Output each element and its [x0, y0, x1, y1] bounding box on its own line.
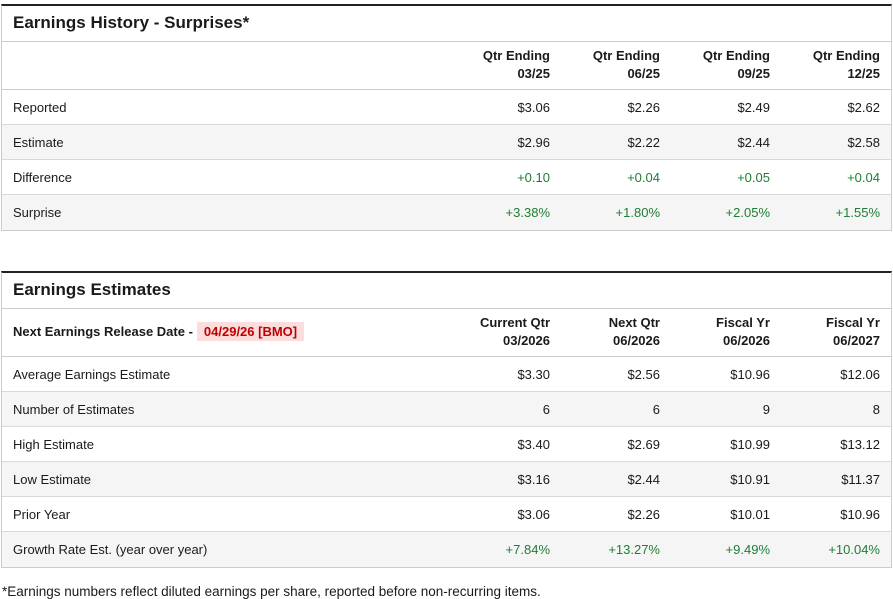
cell-value: +1.55%	[835, 205, 880, 221]
column-header-line2: 03/2026	[503, 333, 550, 349]
cell-value: $3.16	[451, 461, 561, 498]
cell-value: $13.12	[781, 426, 891, 463]
cell-value: $3.06	[451, 89, 561, 126]
surprises-header-spacer	[2, 42, 451, 91]
cell-value: $10.99	[671, 426, 781, 463]
cell-value: $10.91	[671, 461, 781, 498]
row-label: Average Earnings Estimate	[2, 356, 451, 393]
cell-value: $2.44	[561, 461, 671, 498]
cell-value: $12.06	[781, 356, 891, 393]
table-row: Average Earnings Estimate $3.30 $2.56 $10.9…	[2, 356, 891, 393]
column-header-line1: Current Qtr	[479, 314, 550, 330]
cell-value: +0.04	[561, 159, 671, 196]
cell-value: +7.84%	[505, 542, 550, 557]
footnote: *Earnings numbers reflect diluted earnin…	[2, 583, 541, 599]
earnings-estimates-title: Earnings Estimates	[2, 273, 891, 309]
row-label: Estimate	[2, 124, 451, 161]
cell-value: $2.26	[561, 496, 671, 533]
cell-value: 6	[561, 391, 671, 428]
earnings-estimates-panel: Earnings Estimates Next Earnings Release…	[1, 270, 892, 568]
earnings-history-panel: Earnings History - Surprises* Qtr Ending…	[1, 4, 892, 231]
cell-value: $2.56	[561, 356, 671, 393]
cell-value: +13.27%	[608, 542, 660, 557]
row-label: Prior Year	[2, 496, 451, 533]
cell-value: $2.62	[781, 89, 891, 126]
column-header-line2: 06/2026	[723, 333, 770, 349]
estimates-table: Next Earnings Release Date -04/29/26 [BM…	[2, 308, 891, 567]
column-header: Qtr Ending 06/25	[561, 42, 671, 91]
table-row: Reported $3.06 $2.26 $2.49 $2.62	[2, 89, 891, 126]
surprises-header-row: Qtr Ending 03/25 Qtr Ending 06/25 Qtr Ending…	[2, 42, 891, 91]
cell-value: $3.40	[451, 426, 561, 463]
row-label: Low Estimate	[2, 461, 451, 498]
release-date-label: Next Earnings Release Date -	[13, 323, 193, 339]
table-row: Estimate $2.96 $2.22 $2.44 $2.58	[2, 124, 891, 161]
table-row: Difference +0.10 +0.04 +0.05 +0.04	[2, 159, 891, 196]
column-header-line2: 09/25	[737, 66, 770, 82]
cell-value: $2.49	[671, 89, 781, 126]
table-row: Prior Year $3.06 $2.26 $10.01 $10.96	[2, 496, 891, 533]
row-label: Number of Estimates	[2, 391, 451, 428]
row-label: Reported	[2, 89, 451, 126]
cell-value: $2.44	[671, 124, 781, 161]
column-header-line2: 03/25	[517, 66, 550, 82]
cell-value: $11.37	[781, 461, 891, 498]
column-header: Fiscal Yr 06/2027	[781, 308, 891, 358]
cell-value: 6	[451, 391, 561, 428]
row-label: High Estimate	[2, 426, 451, 463]
release-date-badge: 04/29/26 [BMO]	[196, 321, 305, 341]
cell-value: +2.05%	[725, 205, 770, 221]
cell-value: +0.10	[451, 159, 561, 196]
column-header: Qtr Ending 09/25	[671, 42, 781, 91]
column-header-line1: Qtr Ending	[592, 48, 660, 63]
cell-value: 8	[781, 391, 891, 428]
table-row: Growth Rate Est. (year over year) +7.84% +…	[2, 531, 891, 567]
cell-value: $3.06	[451, 496, 561, 533]
column-header-line2: 06/25	[627, 66, 660, 82]
cell-value: +1.80%	[615, 205, 660, 221]
column-header-line1: Next Qtr	[608, 314, 660, 330]
column-header-line1: Fiscal Yr	[826, 314, 880, 330]
column-header-line2: 12/25	[847, 66, 880, 82]
column-header: Qtr Ending 12/25	[781, 42, 891, 91]
table-row: Low Estimate $3.16 $2.44 $10.91 $11.37	[2, 461, 891, 498]
cell-value: +0.05	[671, 159, 781, 196]
column-header-line2: 06/2027	[833, 333, 880, 349]
row-label: Difference	[2, 159, 451, 196]
row-label: Growth Rate Est. (year over year)	[13, 542, 208, 557]
cell-value: $2.22	[561, 124, 671, 161]
column-header-line1: Qtr Ending	[702, 48, 770, 63]
column-header-line2: 06/2026	[613, 333, 660, 349]
column-header: Fiscal Yr 06/2026	[671, 308, 781, 358]
next-earnings-release-cell: Next Earnings Release Date -04/29/26 [BM…	[2, 308, 451, 358]
cell-value: $10.96	[781, 496, 891, 533]
row-label: Surprise	[13, 205, 62, 221]
column-header-line1: Qtr Ending	[482, 48, 550, 63]
column-header: Next Qtr 06/2026	[561, 308, 671, 358]
table-row: Number of Estimates 6 6 9 8	[2, 391, 891, 428]
surprises-table: Qtr Ending 03/25 Qtr Ending 06/25 Qtr Ending…	[2, 42, 891, 230]
cell-value: +0.04	[781, 159, 891, 196]
cell-value: +9.49%	[725, 542, 770, 557]
cell-value: $2.69	[561, 426, 671, 463]
cell-value: $3.30	[451, 356, 561, 393]
cell-value: $10.01	[671, 496, 781, 533]
column-header-line1: Qtr Ending	[812, 48, 880, 63]
cell-value: +3.38%	[505, 205, 550, 221]
column-header: Qtr Ending 03/25	[451, 42, 561, 91]
table-row: Surprise +3.38% +1.80% +2.05% +1.55%	[2, 194, 891, 230]
cell-value: 9	[671, 391, 781, 428]
earnings-history-title: Earnings History - Surprises*	[2, 6, 891, 42]
table-row: High Estimate $3.40 $2.69 $10.99 $13.12	[2, 426, 891, 463]
cell-value: $2.26	[561, 89, 671, 126]
cell-value: +10.04%	[828, 542, 880, 557]
estimates-header-row: Next Earnings Release Date -04/29/26 [BM…	[2, 308, 891, 358]
cell-value: $2.96	[451, 124, 561, 161]
cell-value: $2.58	[781, 124, 891, 161]
column-header: Current Qtr 03/2026	[451, 308, 561, 358]
cell-value: $10.96	[671, 356, 781, 393]
column-header-line1: Fiscal Yr	[716, 314, 770, 330]
